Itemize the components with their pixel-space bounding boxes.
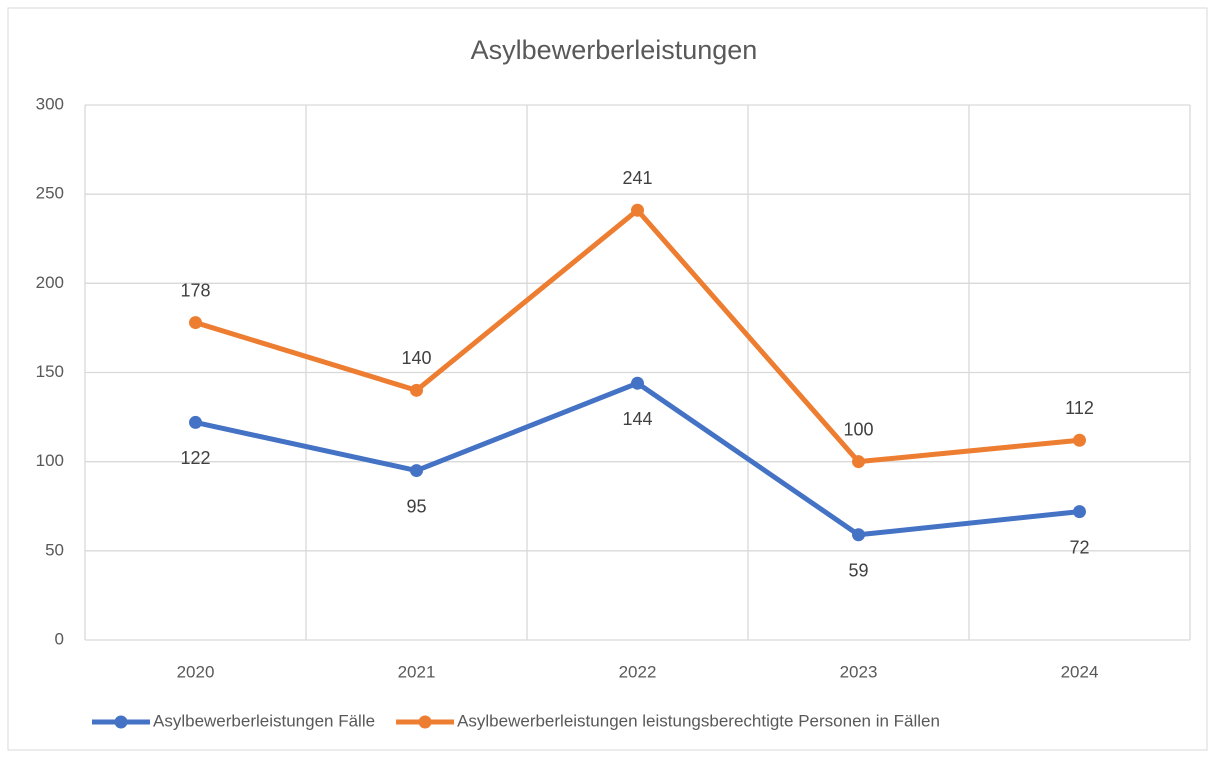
point xyxy=(631,203,644,217)
point xyxy=(1073,433,1086,447)
legend-marker xyxy=(114,715,128,729)
legend-label: Asylbewerberleistungen Fälle xyxy=(153,711,375,730)
point xyxy=(410,383,423,397)
chart-frame xyxy=(7,7,1208,751)
x-tick-label: 2021 xyxy=(398,662,436,681)
data-label: 112 xyxy=(1065,398,1094,418)
y-tick-label: 100 xyxy=(36,451,64,470)
legend-label: Asylbewerberleistungen leistungsberechti… xyxy=(457,711,940,730)
legend-marker xyxy=(418,715,432,729)
point xyxy=(631,376,644,390)
data-label: 100 xyxy=(843,419,873,439)
point xyxy=(852,455,865,469)
data-label: 144 xyxy=(622,409,652,429)
point xyxy=(1073,505,1086,519)
y-tick-label: 150 xyxy=(36,362,64,381)
y-tick-label: 50 xyxy=(45,540,64,559)
data-label: 72 xyxy=(1069,537,1089,557)
x-tick-label: 2024 xyxy=(1061,662,1099,681)
data-label: 122 xyxy=(180,448,210,468)
chart-title: Asylbewerberleistungen xyxy=(471,35,758,65)
data-label: 59 xyxy=(848,561,868,581)
data-label: 178 xyxy=(180,280,210,300)
x-tick-label: 2023 xyxy=(840,662,878,681)
data-label: 140 xyxy=(401,348,431,368)
point xyxy=(189,316,202,330)
y-tick-label: 300 xyxy=(36,94,64,113)
data-label: 241 xyxy=(622,168,652,188)
y-tick-label: 250 xyxy=(36,184,64,203)
point xyxy=(410,464,423,478)
x-tick-label: 2020 xyxy=(177,662,215,681)
y-tick-label: 0 xyxy=(55,629,64,648)
point xyxy=(852,528,865,542)
y-tick-label: 200 xyxy=(36,273,64,292)
point xyxy=(189,415,202,429)
data-label: 95 xyxy=(406,496,426,516)
x-tick-label: 2022 xyxy=(619,662,657,681)
